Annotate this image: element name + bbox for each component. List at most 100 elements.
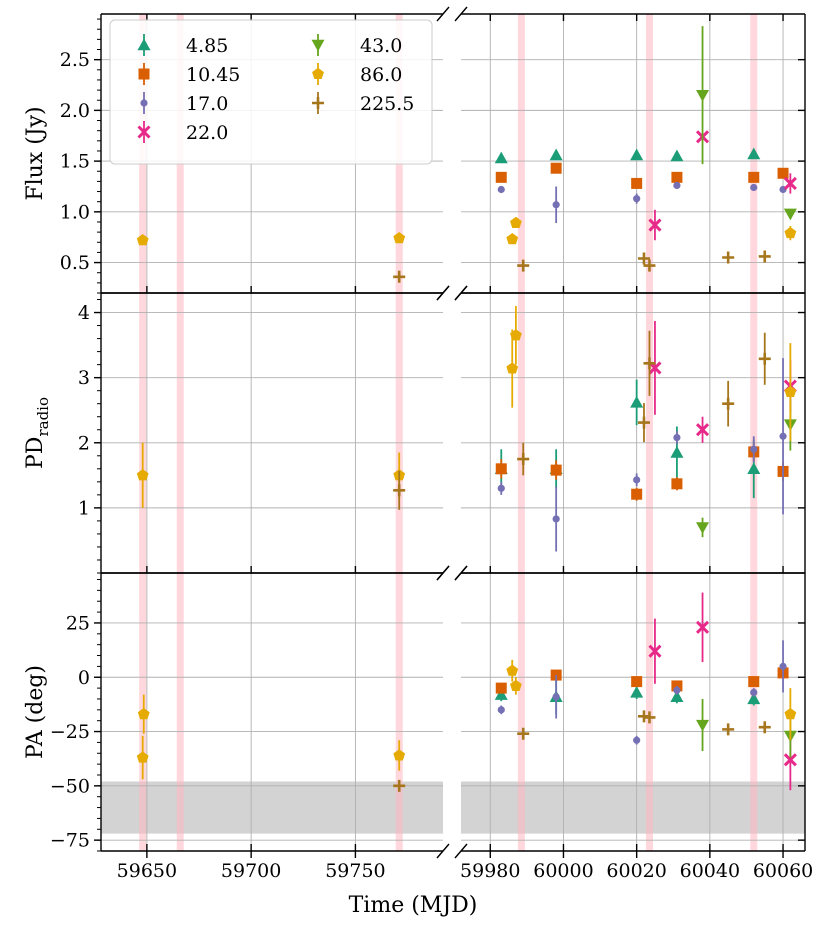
axis-break-a-pa-1: [436, 843, 450, 859]
x-axis-title: Time (MJD): [349, 893, 478, 918]
point-225.5-pa-0: [393, 779, 406, 792]
legend-marker-17.0: [140, 99, 148, 107]
legend-marker-10.45: [138, 68, 150, 80]
ytick-label-pd-2: 3: [78, 367, 90, 389]
axis-break-b-pd-0: [454, 285, 468, 301]
point-17.0-flux-1: [552, 201, 560, 209]
legend-entry-86.0: 86.0: [312, 63, 402, 86]
point-17.0-pd-1: [552, 515, 560, 523]
point-86.0-flux-3: [510, 216, 522, 229]
axis-break-b-pa-1: [454, 843, 468, 859]
highlight-band-pd-3: [517, 293, 525, 573]
pd-label-sub: radio: [34, 397, 52, 437]
xtick-label-1-2: 60020: [606, 860, 666, 882]
point-10.45-pa-2: [631, 676, 643, 688]
y-axis-title-pa: PA (deg): [23, 665, 48, 759]
point-4.85-pd-4: [747, 462, 761, 475]
axis-ticks: 0.5 1.0 1.5 2.0 2.5 1 2 3 4 −75 −50 −25 0 25 59650 5970…: [50, 14, 813, 882]
legend-entry-17.0: 17.0: [140, 92, 228, 115]
legend-entry-225.5: 225.5: [312, 92, 414, 115]
axis-break-a-flux-0: [436, 6, 450, 22]
point-86.0-pd-0: [136, 469, 149, 481]
pd-label-main: PD: [23, 437, 48, 469]
axis-break-a-pa-0: [436, 565, 450, 581]
ytick-label-pd-0: 1: [78, 497, 90, 519]
point-225.5-pd-4: [722, 397, 735, 410]
point-225.5-pd-5: [758, 352, 771, 365]
point-10.45-flux-1: [550, 162, 562, 174]
point-225.5-pa-5: [758, 721, 771, 734]
point-86.0-pa-5: [784, 707, 797, 720]
point-43.0-flux-1: [783, 208, 797, 221]
highlight-band-pd-0: [139, 293, 147, 573]
point-22.0-flux-2: [783, 176, 797, 190]
series-86.0: [136, 216, 797, 780]
point-10.45-flux-4: [748, 171, 760, 183]
axis-break-b-pa-0: [454, 565, 468, 581]
highlight-band-pd-4: [645, 293, 653, 573]
legend-entry-43.0: 43.0: [311, 34, 402, 57]
point-43.0-pd-0: [696, 522, 710, 534]
legend-label-86.0: 86.0: [360, 64, 402, 86]
xtick-label-0-0: 59650: [117, 860, 177, 882]
legend-label-22.0: 22.0: [186, 122, 228, 144]
point-17.0-flux-2: [633, 195, 641, 203]
point-43.0-flux-0: [696, 89, 710, 102]
shaded-bands: [101, 781, 805, 834]
axis-labels: Flux (Jy) PDradio PA (deg) Time (MJD): [23, 106, 477, 918]
point-225.5-pd-2: [637, 416, 650, 429]
point-10.45-pa-4: [748, 676, 760, 688]
point-4.85-flux-4: [747, 147, 761, 160]
highlight-band-pa-2: [395, 573, 403, 851]
point-86.0-pa-4: [510, 679, 522, 691]
ytick-label-pd-3: 4: [78, 302, 90, 324]
legend-label-43.0: 43.0: [360, 35, 402, 57]
point-10.45-pd-2: [631, 488, 643, 500]
point-17.0-flux-3: [673, 181, 681, 190]
point-4.85-pa-3: [670, 690, 684, 702]
point-4.85-flux-2: [630, 148, 644, 161]
data-series: [136, 26, 797, 792]
ytick-label-pa-4: 25: [66, 612, 90, 634]
legend-entry-10.45: 10.45: [138, 63, 240, 86]
point-4.85-flux-3: [670, 149, 684, 162]
legend-entry-22.0: 22.0: [137, 121, 228, 144]
point-225.5-pd-1: [517, 453, 530, 466]
point-17.0-pd-2: [633, 476, 641, 484]
point-225.5-flux-4: [722, 251, 735, 264]
axis-break-a-pd-0: [436, 285, 450, 301]
y-axis-title-flux: Flux (Jy): [23, 106, 48, 200]
point-225.5-flux-3: [643, 259, 656, 272]
legend-marker-225.5: [312, 97, 324, 109]
point-86.0-flux-0: [136, 234, 149, 246]
ytick-label-flux-1: 1.0: [60, 201, 90, 223]
legend-label-10.45: 10.45: [186, 64, 240, 86]
highlight-band-pa-1: [176, 573, 184, 851]
point-10.45-pd-0: [495, 463, 507, 475]
point-17.0-pa-4: [750, 688, 758, 697]
point-4.85-pd-2: [630, 395, 644, 408]
point-10.45-flux-2: [631, 177, 643, 189]
point-10.45-pd-3: [671, 478, 683, 490]
point-17.0-pd-4: [750, 445, 758, 453]
point-10.45-flux-0: [495, 171, 507, 183]
legend-box: [109, 19, 433, 165]
point-4.85-pd-3: [670, 446, 684, 458]
ytick-label-pa-0: −75: [50, 830, 90, 852]
point-86.0-pd-3: [510, 329, 522, 341]
point-4.85-flux-1: [549, 148, 563, 161]
point-86.0-pa-1: [137, 707, 150, 720]
shaded-band-0: [101, 781, 443, 834]
series-17.0: [497, 181, 787, 745]
point-17.0-flux-4: [750, 183, 758, 192]
legend-marker-4.85: [137, 38, 151, 51]
ytick-label-flux-4: 2.5: [60, 49, 90, 71]
ytick-label-pa-1: −50: [50, 775, 90, 797]
point-4.85-flux-0: [494, 151, 508, 164]
point-43.0-pa-0: [696, 719, 710, 732]
point-17.0-flux-0: [497, 185, 505, 194]
point-22.0-pa-2: [783, 753, 797, 767]
point-86.0-flux-4: [784, 226, 797, 239]
xtick-label-1-1: 60000: [533, 860, 593, 882]
series-225.5: [393, 250, 771, 792]
